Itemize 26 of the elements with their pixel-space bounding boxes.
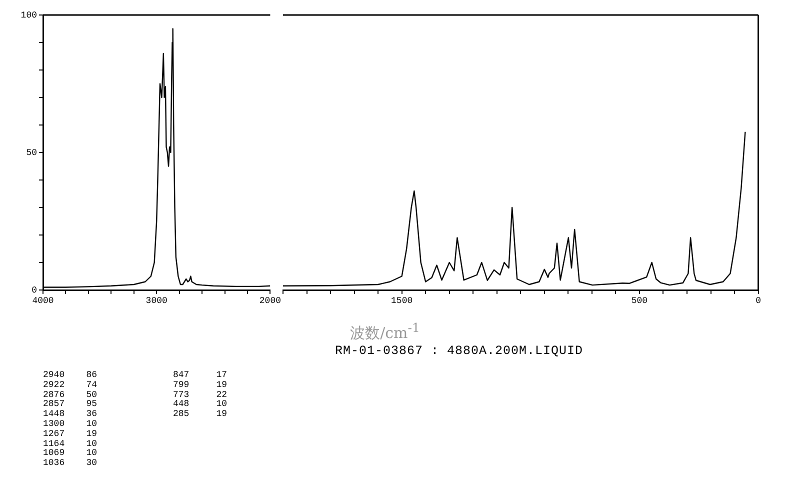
y-tick-label: 50 xyxy=(26,148,37,158)
x-tick-label: 500 xyxy=(631,296,648,306)
x-axis-title: 波数/cm$^{-1}$ xyxy=(349,320,421,343)
text: 1069 10 xyxy=(43,448,98,458)
x-tick-label: 3000 xyxy=(146,296,168,306)
text: RM-01-03867 : 4880A.200M.LIQUID xyxy=(335,344,584,358)
x-tick-label: 0 xyxy=(756,296,762,306)
x-tick-label: 1500 xyxy=(391,296,413,306)
text: 1300 10 xyxy=(43,419,98,429)
text: 1448 36 xyxy=(43,409,98,420)
text: 448 10 xyxy=(173,399,228,410)
text: 799 19 xyxy=(173,380,228,390)
x-tick-label: 2000 xyxy=(259,296,282,306)
text: 2922 74 xyxy=(43,380,98,390)
text: 285 19 xyxy=(173,409,228,420)
text: 2857 95 xyxy=(43,399,98,410)
x-tick-label: 4000 xyxy=(32,296,54,306)
text: 1164 10 xyxy=(43,438,98,449)
text: 773 22 xyxy=(173,390,228,400)
y-tick-label: 0 xyxy=(32,285,37,296)
y-tick-label: 100 xyxy=(20,10,37,20)
text: 1267 19 xyxy=(43,428,98,439)
text: 847 17 xyxy=(173,370,228,380)
text: 1036 30 xyxy=(43,458,98,468)
text: 2876 50 xyxy=(43,390,98,400)
text: 2940 86 xyxy=(43,370,98,380)
